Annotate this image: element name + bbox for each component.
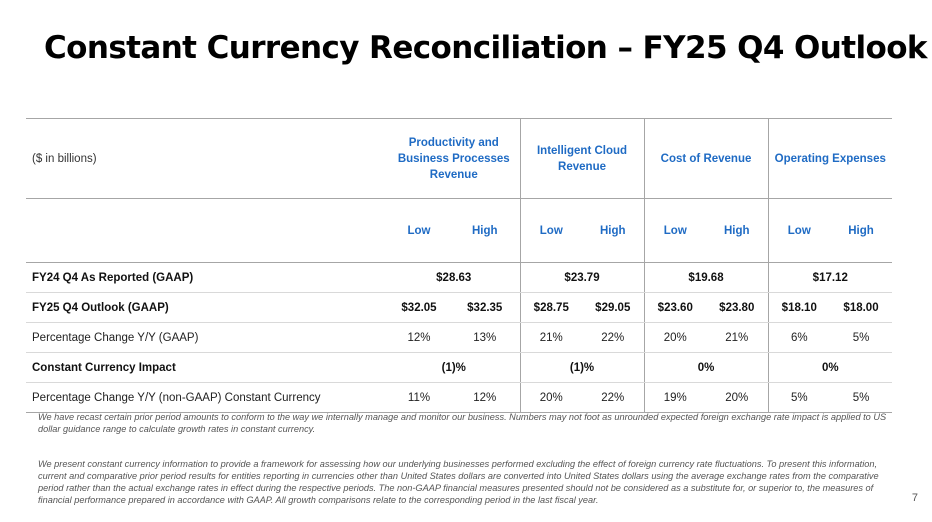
table-cell: 20% — [706, 382, 769, 413]
table-cell: 0% — [643, 352, 769, 383]
low-label: Low — [519, 198, 583, 263]
page-title: Constant Currency Reconciliation – FY25 … — [44, 30, 928, 66]
table-row: Percentage Change Y/Y (non-GAAP) Constan… — [26, 382, 893, 413]
table-row: Constant Currency Impact (1)% (1)% 0% 0% — [26, 352, 893, 383]
footnote-constant-currency: We present constant currency information… — [38, 459, 879, 505]
table-cell: 5% — [830, 322, 893, 353]
table-cell: 12% — [450, 382, 521, 413]
row-label: Constant Currency Impact — [26, 352, 388, 383]
table-cell: $32.35 — [450, 292, 521, 323]
table-row: Percentage Change Y/Y (GAAP) 12% 13% 21% 22%… — [26, 322, 893, 353]
table-cell: $23.79 — [519, 262, 645, 293]
table-cell: 21% — [706, 322, 769, 353]
table-cell: $18.10 — [767, 292, 831, 323]
column-header-operating-expenses: Operating Expenses — [767, 118, 893, 199]
row-label: FY24 Q4 As Reported (GAAP) — [26, 262, 388, 293]
table-cell: 12% — [388, 322, 450, 353]
table-cell: $32.05 — [388, 292, 450, 323]
table-cell: 20% — [643, 322, 707, 353]
table-cell: $19.68 — [643, 262, 769, 293]
high-label: High — [830, 198, 893, 263]
table-cell: (1)% — [388, 352, 521, 383]
high-label: High — [450, 198, 521, 263]
table-cell: $29.05 — [582, 292, 645, 323]
row-label: Percentage Change Y/Y (GAAP) — [26, 322, 388, 353]
table-cell: $28.75 — [519, 292, 583, 323]
table-cell: 22% — [582, 322, 645, 353]
page-number: 7 — [911, 492, 918, 504]
table-cell: 6% — [767, 322, 831, 353]
table-cell: 19% — [643, 382, 707, 413]
footnote-recast: We have recast certain prior period amou… — [38, 412, 887, 434]
column-header-productivity: Productivity and Business Processes Reve… — [388, 118, 521, 199]
reconciliation-table: ($ in billions) Productivity and Busines… — [26, 118, 893, 413]
high-label: High — [706, 198, 769, 263]
table-cell: $23.60 — [643, 292, 707, 323]
table-cell: $18.00 — [830, 292, 893, 323]
table-cell: 20% — [519, 382, 583, 413]
table-row: FY25 Q4 Outlook (GAAP) $32.05 $32.35 $28.75… — [26, 292, 893, 323]
table-cell: (1)% — [519, 352, 645, 383]
table-row: FY24 Q4 As Reported (GAAP) $28.63 $23.79 $1… — [26, 262, 893, 293]
table-cell: 11% — [388, 382, 450, 413]
high-label: High — [582, 198, 645, 263]
column-header-cost-of-revenue: Cost of Revenue — [643, 118, 769, 199]
low-label: Low — [388, 198, 450, 263]
row-label: FY25 Q4 Outlook (GAAP) — [26, 292, 388, 323]
table-cell: 5% — [767, 382, 831, 413]
low-label: Low — [767, 198, 831, 263]
column-header-intelligent-cloud: Intelligent Cloud Revenue — [519, 118, 645, 199]
table-cell: $23.80 — [706, 292, 769, 323]
table-cell: 5% — [830, 382, 893, 413]
table-cell: 22% — [582, 382, 645, 413]
empty-cell — [26, 198, 388, 263]
table-cell: $17.12 — [767, 262, 893, 293]
table-cell: 21% — [519, 322, 583, 353]
row-label: Percentage Change Y/Y (non-GAAP) Constan… — [26, 382, 388, 413]
units-label: ($ in billions) — [26, 118, 388, 199]
low-label: Low — [643, 198, 707, 263]
table-cell: 0% — [767, 352, 893, 383]
table-cell: $28.63 — [388, 262, 521, 293]
table-cell: 13% — [450, 322, 521, 353]
low-high-row: Low High Low High Low High Low High — [26, 198, 893, 263]
group-header-row: ($ in billions) Productivity and Busines… — [26, 118, 893, 199]
